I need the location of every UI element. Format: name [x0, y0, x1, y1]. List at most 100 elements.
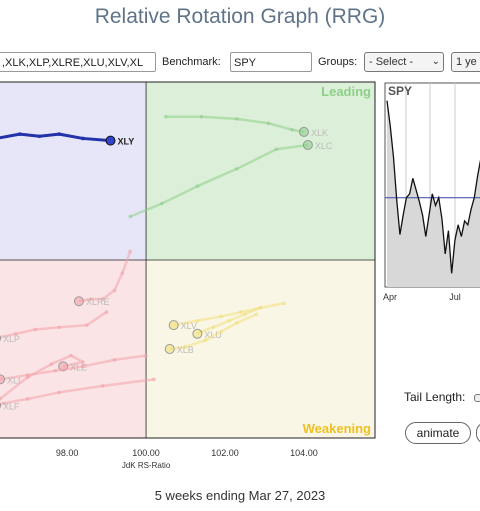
tail-point [120, 271, 125, 275]
tail-point [238, 310, 243, 314]
period-select[interactable]: 1 ye [451, 52, 480, 72]
tail-point [235, 167, 239, 171]
benchmark-label: Benchmark: [162, 56, 221, 68]
spy-area [387, 100, 480, 287]
quadrant-leading [146, 82, 375, 260]
tail-slider[interactable] [474, 394, 480, 402]
tail-point [195, 184, 200, 188]
animate-button[interactable]: animate [405, 422, 471, 444]
quadrant-weakening [146, 260, 375, 438]
tail-point [81, 136, 85, 141]
tail-point [57, 132, 62, 136]
spy-x-tick: Apr [383, 292, 397, 302]
page-title: Relative Rotation Graph (RRG) [94, 5, 386, 28]
tail-xlp[interactable]: XLP [0, 310, 109, 344]
tail-point [13, 332, 18, 336]
groups-label: Groups: [318, 56, 358, 68]
tail-point [211, 325, 215, 330]
tail-xlk[interactable]: XLK [163, 114, 328, 138]
tail-point [100, 297, 105, 301]
head-xly [105, 135, 116, 146]
tail-point [266, 121, 271, 126]
tail-line-xli [0, 354, 147, 381]
label-weakening: Weakening [303, 421, 371, 436]
footer-caption: 5 weeks ending Mar 27, 2023 [154, 488, 326, 503]
tail-point [88, 297, 93, 301]
tail-point [227, 318, 231, 323]
label-leading: Leading [321, 84, 371, 99]
tail-line-xlv [173, 302, 285, 327]
tail-point [219, 314, 223, 319]
tail-point [152, 377, 156, 382]
quadrant-improving [0, 82, 147, 260]
tail-point [112, 358, 117, 362]
tail-xlc[interactable]: XLC [128, 139, 333, 219]
quadrant-lagging [0, 260, 147, 438]
tail-point [199, 114, 204, 119]
tail-point [195, 318, 200, 323]
head-xlf [0, 402, 2, 409]
tail-xlre[interactable]: XLRE [73, 249, 133, 308]
symbols-input[interactable]: ,XLK,XLP,XLRE,XLU,XLV,XL [0, 52, 156, 72]
tail-point [57, 325, 62, 330]
tail-xlf[interactable]: XLF [0, 377, 156, 412]
tail-point [282, 301, 287, 306]
tail-line-xlc [129, 143, 309, 218]
x-tick-label: 100.00 [132, 448, 160, 458]
groups-select-value: - Select - [369, 56, 414, 68]
period-select-value: 1 ye [456, 56, 477, 68]
tail-point [235, 321, 239, 325]
tail-point [112, 288, 117, 293]
tail-line-xlk [165, 115, 305, 134]
benchmark-input[interactable]: SPY [230, 52, 312, 72]
tail-point [235, 117, 239, 121]
quadrant-labels: Leading Weakening [303, 84, 371, 436]
tail-point [160, 201, 164, 206]
head-xlk [298, 126, 309, 137]
tail-point [81, 360, 85, 364]
label-xlre: XLRE [86, 297, 110, 307]
tail-point [57, 390, 62, 395]
tail-point [25, 397, 30, 401]
spy-line [386, 100, 480, 274]
tail-point [17, 132, 22, 136]
tail-xly[interactable]: XLY [0, 132, 134, 147]
label-xlc: XLC [315, 141, 333, 151]
label-xlf: XLF [3, 401, 20, 411]
tail-point [100, 384, 105, 388]
head-xlv [168, 320, 179, 331]
head-xlre [73, 296, 84, 307]
tail-point [81, 364, 85, 369]
tail-xlb[interactable]: XLB [164, 312, 259, 355]
tail-point [53, 368, 58, 373]
tail-point [69, 353, 73, 358]
label-xlp: XLP [3, 334, 20, 344]
tail-line-xle [0, 354, 85, 400]
tail-point [219, 329, 223, 334]
label-xlv: XLV [181, 321, 197, 331]
tail-point [274, 147, 279, 152]
x-tick-label: 98.00 [56, 448, 79, 458]
head-xlp [0, 335, 2, 342]
toolbar: ,XLK,XLP,XLRE,XLU,XLV,XL Benchmark: SPY … [0, 50, 480, 76]
spy-x-tick: Jul [449, 292, 461, 302]
tail-point [128, 249, 133, 254]
label-xlk: XLK [311, 128, 328, 138]
head-xlu [192, 328, 203, 339]
head-xlb [164, 344, 175, 354]
tail-xli[interactable]: XLI [0, 353, 148, 386]
label-xli: XLI [7, 375, 21, 385]
head-xli [0, 374, 5, 385]
tail-xlv[interactable]: XLV [168, 301, 287, 332]
tail-line-xly [0, 132, 111, 143]
tail-line-xlp [0, 311, 108, 339]
tail-point [85, 323, 89, 327]
tail-point [49, 362, 54, 366]
label-xlb: XLB [177, 345, 194, 355]
groups-select[interactable]: - Select - ⌄ [364, 52, 444, 72]
chevron-down-icon: ⌄ [431, 56, 440, 67]
tail-point [104, 310, 109, 314]
quadrants [0, 81, 376, 439]
